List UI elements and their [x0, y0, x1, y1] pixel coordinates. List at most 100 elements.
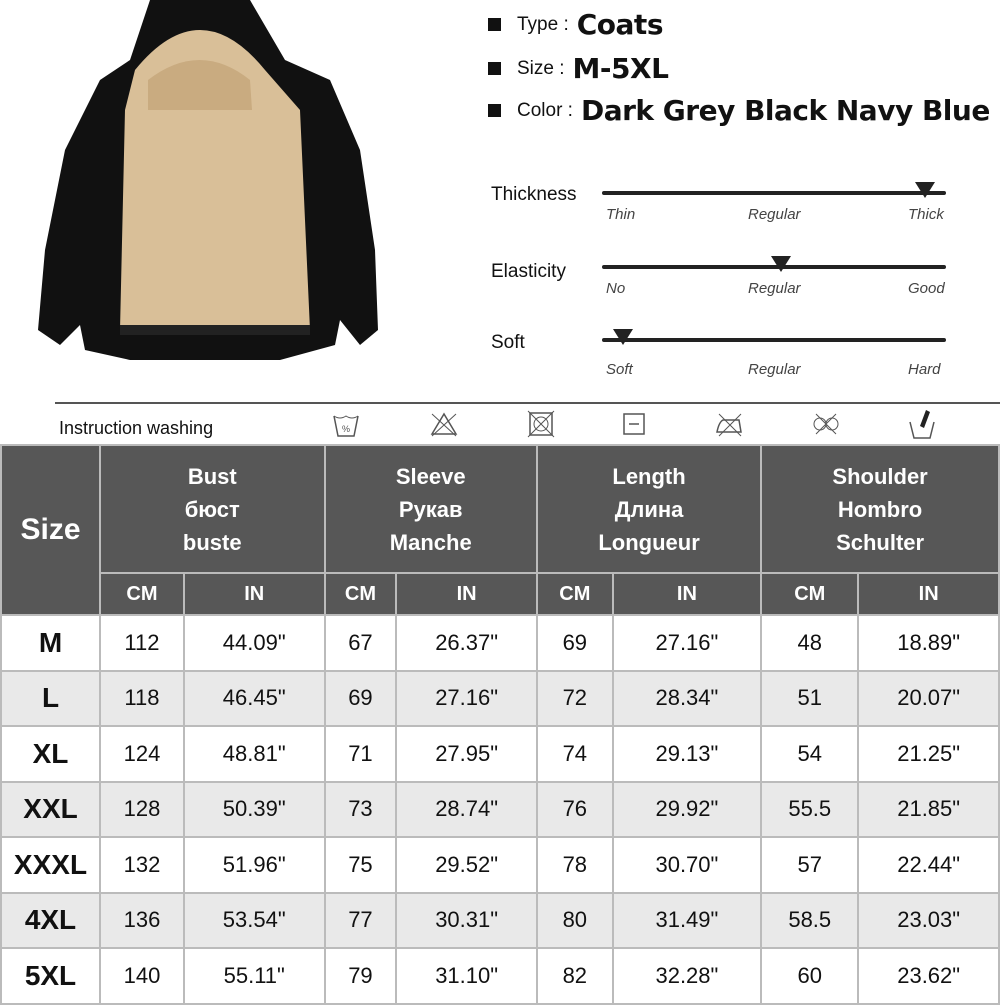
table-cell: 82 — [535, 947, 614, 1005]
column-group-header: Bust бюст buste — [99, 444, 326, 574]
table-cell: 57 — [760, 836, 860, 894]
column-group-header: Length Длина Longueur — [535, 444, 763, 574]
unit-header: IN — [395, 572, 538, 616]
table-row: L 118 46.45" 69 27.16" 72 28.34" 51 20.07" — [0, 669, 1000, 727]
table-cell: 29.92" — [611, 780, 763, 838]
header-line: Sleeve — [395, 463, 466, 489]
table-cell: 51 — [760, 669, 860, 727]
table-cell: 21.25" — [857, 725, 1000, 783]
hand-wash-icon — [909, 410, 935, 439]
table-cell: 58.5 — [760, 891, 860, 949]
table-cell: 60 — [760, 947, 860, 1005]
table-cell: 69 — [535, 614, 614, 672]
scale-marker — [612, 329, 633, 345]
size-cell: XL — [0, 725, 101, 783]
bullet-icon — [488, 62, 501, 75]
table-cell: 76 — [535, 780, 614, 838]
table-cell: 136 — [99, 891, 185, 949]
size-cell: 4XL — [0, 891, 101, 949]
table-cell: 55.11" — [182, 947, 326, 1005]
column-group-header: Shoulder Hombro Schulter — [760, 444, 1000, 574]
table-cell: 128 — [99, 780, 185, 838]
unit-header: CM — [760, 572, 860, 616]
header-line: Shoulder — [832, 463, 928, 489]
table-cell: 67 — [323, 614, 398, 672]
table-cell: 53.54" — [182, 891, 326, 949]
svg-text:%: % — [342, 424, 350, 434]
scale-label: Elasticity — [491, 261, 566, 282]
table-cell: 54 — [760, 725, 860, 783]
table-cell: 50.39" — [182, 780, 326, 838]
table-row: XXL 128 50.39" 73 28.74" 76 29.92" 55.5 21.85" — [0, 780, 1000, 838]
scale-tick: No — [606, 280, 626, 297]
divider — [55, 402, 1000, 404]
table-cell: 30.70" — [611, 836, 763, 894]
unit-header: CM — [323, 572, 398, 616]
table-cell: 20.07" — [857, 669, 1000, 727]
header-line: бюст — [184, 496, 240, 522]
do-not-iron-icon — [716, 413, 742, 437]
table-cell: 28.34" — [611, 669, 763, 727]
scale-tick: Thick — [908, 206, 944, 223]
table-cell: 69 — [323, 669, 398, 727]
table-row: 4XL 136 53.54" 77 30.31" 80 31.49" 58.5 23.03" — [0, 891, 1000, 949]
scale-label: Soft — [491, 332, 525, 353]
scale-tick: Regular — [748, 280, 801, 297]
table-cell: 72 — [535, 669, 614, 727]
table-cell: 74 — [535, 725, 614, 783]
table-cell: 30.31" — [395, 891, 538, 949]
table-cell: 44.09" — [182, 614, 326, 672]
header-line: Hombro — [837, 496, 923, 522]
table-cell: 23.03" — [857, 891, 1000, 949]
header-line: Schulter — [836, 529, 925, 555]
header-line: Bust — [187, 463, 237, 489]
table-cell: 78 — [535, 836, 614, 894]
table-row: XXXL 132 51.96" 75 29.52" 78 30.70" 57 22.44" — [0, 836, 1000, 894]
table-cell: 140 — [99, 947, 185, 1005]
unit-header: CM — [535, 572, 614, 616]
table-cell: 79 — [323, 947, 398, 1005]
size-cell: M — [0, 614, 101, 672]
table-cell: 32.28" — [611, 947, 763, 1005]
spec-key: Color : — [517, 99, 573, 121]
header-line: Длина — [614, 496, 684, 522]
unit-header: IN — [611, 572, 763, 616]
table-cell: 23.62" — [857, 947, 1000, 1005]
table-cell: 124 — [99, 725, 185, 783]
header-line: Longueur — [598, 529, 700, 555]
scale-tick: Good — [908, 280, 945, 297]
header-line: Manche — [389, 529, 472, 555]
table-cell: 29.52" — [395, 836, 538, 894]
header-line: Length — [612, 463, 686, 489]
size-table: Size Bust бюст buste Sleeve Рукав Manche Length… — [0, 444, 1000, 1005]
scale-track — [602, 191, 946, 195]
do-not-tumble-dry-icon — [527, 410, 555, 438]
table-cell: 71 — [323, 725, 398, 783]
table-row: M 112 44.09" 67 26.37" 69 27.16" 48 18.89" — [0, 614, 1000, 672]
scale-tick: Thin — [606, 206, 636, 223]
washing-instruction-label: Instruction washing — [59, 418, 214, 438]
table-cell: 21.85" — [857, 780, 1000, 838]
column-group-header: Sleeve Рукав Manche — [323, 444, 538, 574]
size-cell: L — [0, 669, 101, 727]
unit-header: IN — [857, 572, 1000, 616]
size-header: Size — [0, 444, 101, 616]
scale-label: Thickness — [491, 184, 577, 205]
table-cell: 29.13" — [611, 725, 763, 783]
flat-dry-icon — [623, 413, 645, 435]
size-cell: XXL — [0, 780, 101, 838]
spec-key: Size : — [517, 57, 565, 79]
spec-value: M-5XL — [572, 52, 669, 85]
table-cell: 80 — [535, 891, 614, 949]
scale-marker — [770, 256, 791, 272]
scale-tick: Soft — [606, 361, 633, 378]
bullet-icon — [488, 104, 501, 117]
scale-tick: Regular — [748, 206, 801, 223]
size-cell: 5XL — [0, 947, 101, 1005]
bullet-icon — [488, 18, 501, 31]
scale-tick: Regular — [748, 361, 801, 378]
hand-wash-30-icon: % — [333, 415, 359, 437]
table-cell: 46.45" — [182, 669, 326, 727]
table-cell: 27.95" — [395, 725, 538, 783]
table-cell: 26.37" — [395, 614, 538, 672]
